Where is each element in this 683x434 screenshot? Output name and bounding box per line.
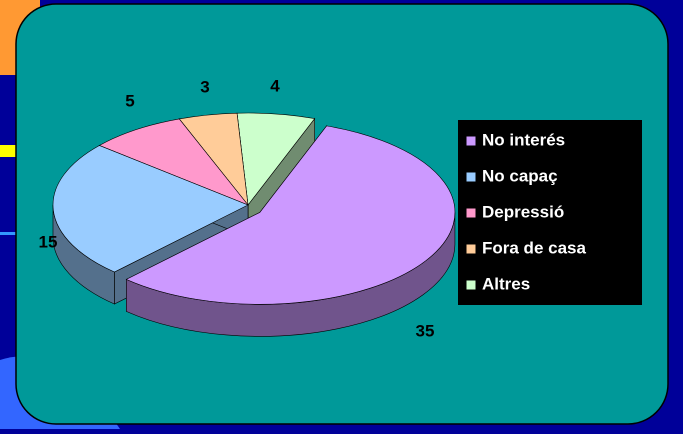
slice: [98, 118, 249, 206]
data-label: 4: [270, 76, 280, 95]
decoration: [0, 145, 20, 157]
slice: [125, 125, 456, 305]
legend-label: No capaç: [482, 166, 558, 185]
legend-label: Fora de casa: [482, 238, 586, 257]
legend-label: Depressió: [482, 202, 564, 221]
legend-items: No interés No capaç Depressió Fora de casa A…: [465, 130, 586, 293]
legend-swatch: [465, 171, 477, 183]
legend-label: Altres: [482, 274, 530, 293]
legend-label: No interés: [482, 130, 565, 149]
slice: [52, 145, 249, 273]
legend: [458, 120, 642, 305]
legend-swatch: [465, 135, 477, 147]
data-label: 35: [416, 321, 435, 340]
decoration: [0, 232, 20, 235]
data-label: 15: [39, 232, 58, 251]
data-label: 5: [125, 91, 134, 110]
legend-swatch: [465, 243, 477, 255]
legend-swatch: [465, 279, 477, 291]
data-label: 3: [200, 77, 209, 96]
legend-swatch: [465, 207, 477, 219]
pie: 35 15 5 3 4: [39, 76, 456, 340]
